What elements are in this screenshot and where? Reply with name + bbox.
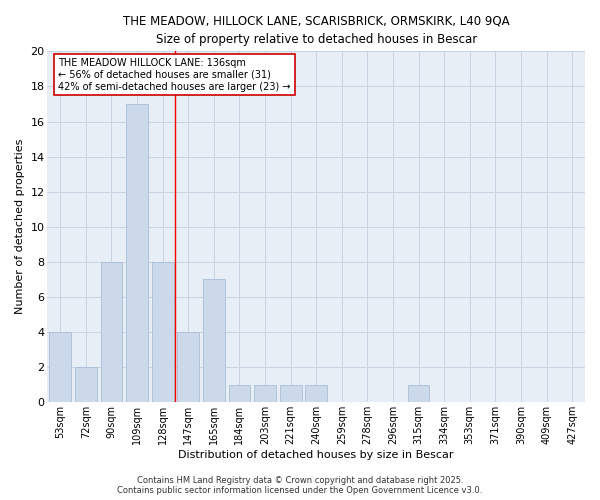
Text: Contains HM Land Registry data © Crown copyright and database right 2025.
Contai: Contains HM Land Registry data © Crown c… xyxy=(118,476,482,495)
Bar xyxy=(126,104,148,403)
Bar xyxy=(203,280,225,402)
Bar xyxy=(254,384,276,402)
Bar xyxy=(75,367,97,402)
Bar xyxy=(305,384,327,402)
Bar xyxy=(49,332,71,402)
Title: THE MEADOW, HILLOCK LANE, SCARISBRICK, ORMSKIRK, L40 9QA
Size of property relati: THE MEADOW, HILLOCK LANE, SCARISBRICK, O… xyxy=(123,15,509,46)
Bar xyxy=(280,384,302,402)
Y-axis label: Number of detached properties: Number of detached properties xyxy=(15,139,25,314)
Bar xyxy=(408,384,430,402)
Bar xyxy=(229,384,250,402)
Text: THE MEADOW HILLOCK LANE: 136sqm
← 56% of detached houses are smaller (31)
42% of: THE MEADOW HILLOCK LANE: 136sqm ← 56% of… xyxy=(58,58,291,92)
Bar xyxy=(101,262,122,402)
X-axis label: Distribution of detached houses by size in Bescar: Distribution of detached houses by size … xyxy=(178,450,454,460)
Bar xyxy=(178,332,199,402)
Bar xyxy=(152,262,173,402)
